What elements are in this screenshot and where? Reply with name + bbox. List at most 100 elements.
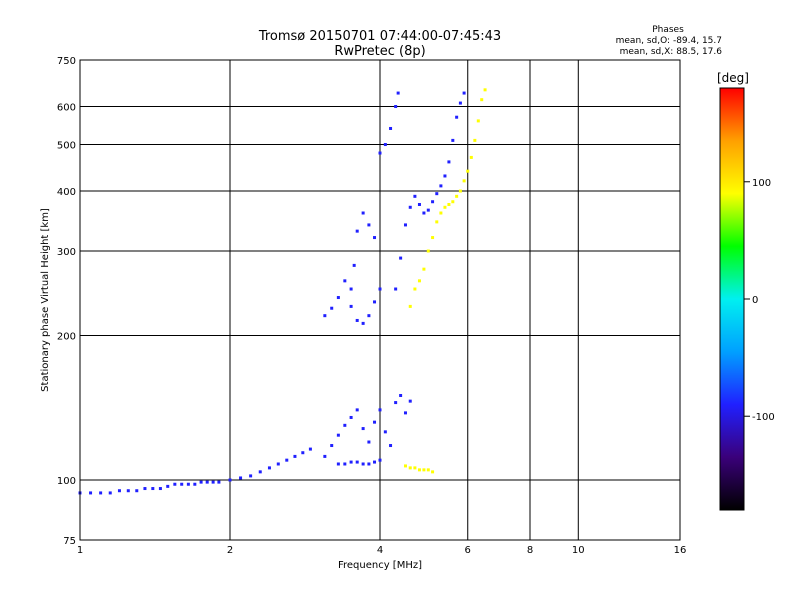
data-point: [439, 184, 443, 188]
data-point: [301, 451, 305, 455]
data-point: [258, 470, 262, 474]
data-point: [108, 491, 112, 495]
data-point: [378, 151, 382, 155]
data-point: [217, 480, 221, 484]
x-tick-label: 8: [527, 545, 533, 556]
data-point: [408, 205, 412, 209]
data-point: [413, 194, 417, 198]
x-tick-label: 1: [77, 545, 83, 556]
plot-frame: [79, 59, 681, 541]
data-point: [355, 229, 359, 233]
x-tick-label: 4: [377, 545, 383, 556]
data-point: [367, 462, 371, 466]
y-tick-label: 75: [63, 536, 76, 547]
data-point: [186, 482, 190, 486]
x-axis-label: Frequency [MHz]: [338, 560, 422, 571]
y-tick-label: 400: [57, 187, 76, 198]
data-point: [431, 236, 435, 240]
data-point: [408, 399, 412, 403]
data-point: [293, 454, 297, 458]
data-point: [361, 462, 365, 466]
data-point: [349, 460, 353, 464]
data-point: [367, 223, 371, 227]
data-point: [431, 470, 435, 474]
data-point: [158, 487, 162, 491]
data-point: [462, 91, 466, 95]
data-point: [483, 88, 487, 92]
data-point: [323, 314, 327, 318]
data-point: [403, 464, 407, 468]
data-point: [439, 211, 443, 215]
data-point: [373, 420, 377, 424]
data-point: [276, 462, 280, 466]
data-point: [349, 287, 353, 291]
data-point: [399, 394, 403, 398]
data-point: [89, 491, 93, 495]
data-point: [422, 211, 426, 215]
data-point: [417, 468, 421, 472]
data-point: [447, 160, 451, 164]
data-point: [378, 458, 382, 462]
y-tick-label: 750: [57, 56, 76, 67]
phase-info-x-mode: mean, sd,X: 88.5, 17.6: [620, 47, 723, 57]
colorbar-ticks: -100 0 100: [744, 178, 775, 423]
data-point: [361, 427, 365, 431]
data-point: [211, 480, 215, 484]
x-axis-ticks: 1 2 4 6 8 10 16: [77, 545, 687, 556]
chart-title: Tromsø 20150701 07:44:00-07:45:43: [258, 29, 501, 44]
data-point: [451, 138, 455, 142]
data-point: [462, 179, 466, 183]
data-point: [355, 408, 359, 412]
data-point: [355, 460, 359, 464]
data-point: [249, 474, 253, 478]
data-point: [458, 189, 462, 193]
data-point: [166, 484, 170, 488]
data-point: [373, 236, 377, 240]
grid-lines: [80, 60, 680, 540]
data-point: [367, 314, 371, 318]
y-tick-label: 300: [57, 247, 76, 258]
data-point: [285, 458, 289, 462]
data-point: [343, 423, 347, 427]
y-axis-ticks: 75 100 200 300 400 500 600 750: [57, 56, 76, 547]
y-tick-label: 100: [57, 476, 76, 487]
data-point: [443, 205, 447, 209]
phase-info-heading: Phases: [652, 25, 684, 35]
data-point: [394, 287, 398, 291]
data-point: [383, 143, 387, 147]
data-point: [476, 119, 480, 123]
x-tick-label: 6: [465, 545, 471, 556]
data-point: [151, 487, 155, 491]
data-point: [228, 478, 232, 482]
data-point: [367, 440, 371, 444]
colorbar-tick-label: 100: [752, 178, 771, 189]
data-point: [408, 466, 412, 470]
data-point: [458, 101, 462, 105]
data-point: [403, 411, 407, 415]
data-point: [389, 126, 393, 130]
data-point: [469, 155, 473, 159]
data-point: [361, 321, 365, 325]
data-point: [373, 300, 377, 304]
data-point: [143, 487, 147, 491]
x-tick-label: 16: [674, 545, 687, 556]
data-point: [426, 468, 430, 472]
data-point: [422, 267, 426, 271]
x-tick-label: 10: [572, 545, 585, 556]
data-point: [323, 454, 327, 458]
data-point: [349, 304, 353, 308]
y-axis-label: Stationary phase Virtual Height [km]: [40, 208, 51, 392]
data-point: [355, 318, 359, 322]
data-point: [99, 491, 103, 495]
colorbar: [719, 87, 745, 511]
data-point: [403, 223, 407, 227]
data-point: [413, 287, 417, 291]
data-point: [378, 287, 382, 291]
data-point: [435, 220, 439, 224]
data-point: [205, 480, 209, 484]
y-tick-label: 600: [57, 103, 76, 114]
data-point: [330, 306, 334, 310]
data-point: [455, 194, 459, 198]
chart-subtitle: RwPretec (8p): [334, 44, 425, 59]
